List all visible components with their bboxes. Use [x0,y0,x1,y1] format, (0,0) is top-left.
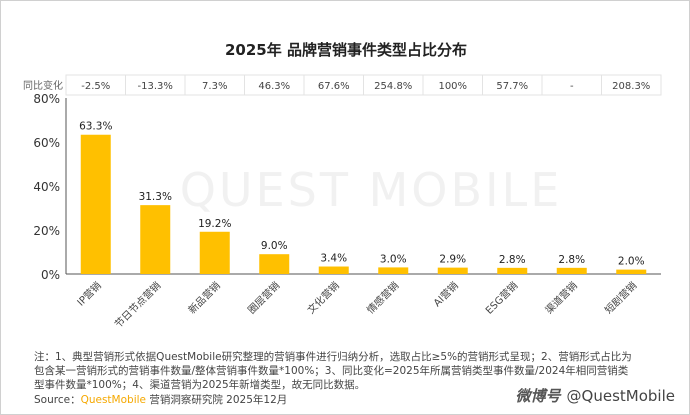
y-tick-label: 40% [33,180,60,194]
bar-chart: QUEST MOBILE 2025年 品牌营销事件类型占比分布 同比变化 -2.5… [23,41,662,331]
source-line: Source：QuestMobile 营销洞察研究院 2025年12月 [34,392,287,407]
data-label: 2.8% [499,254,526,266]
yoy-value: 208.3% [612,81,650,92]
source-prefix: Source： [34,394,81,406]
bar [318,266,349,274]
source-rest: 营销洞察研究院 2025年12月 [146,394,288,406]
bar [378,267,409,274]
yoy-value: 46.3% [258,81,290,92]
yoy-value: 57.7% [496,81,528,92]
yoy-value: 7.3% [202,81,227,92]
x-tick-label: 短剧营销 [602,279,639,316]
bar [616,269,647,274]
bar [80,134,111,274]
weibo-handle: @QuestMobile [566,387,675,405]
data-label: 9.0% [261,240,288,252]
footnote: 注：1、典型营销形式依据QuestMobile研究整理的营销事件进行归纳分析，选… [34,351,632,391]
bar [199,231,230,274]
data-label: 3.4% [320,253,347,265]
yoy-value: -13.3% [138,81,173,92]
x-tick-label: 圈层营销 [245,279,282,316]
data-label: 31.3% [139,191,172,203]
y-tick-label: 0% [41,268,60,282]
data-label: 2.8% [558,254,585,266]
chart-title: 2025年 品牌营销事件类型占比分布 [225,41,467,59]
x-tick-label: ESG营销 [483,279,521,317]
yoy-value: 254.8% [374,81,412,92]
y-tick-label: 20% [33,224,60,238]
data-label: 2.9% [439,254,466,266]
data-label: 3.0% [380,253,407,265]
x-tick-label: 节日节点营销 [112,279,164,331]
yoy-value: - [570,81,574,92]
data-label: 63.3% [79,121,112,133]
weibo-watermark: 微博号 @QuestMobile [516,385,675,406]
bar [556,267,587,274]
bar [497,267,528,274]
x-tick-label: 渠道营销 [542,279,579,316]
yoy-row: 同比变化 -2.5% -13.3% 7.3% 46.3% 67.6% 254.8% 100% 5… [23,74,662,96]
x-tick-label: AI营销 [431,279,461,309]
yoy-label: 同比变化 [23,79,63,92]
data-label: 2.0% [618,256,645,268]
bars: 63.3% IP营销 31.3% 节日节点营销 19.2% 新品营销 9.0% 圈层营销 3.4… [74,121,647,331]
bar [140,205,171,274]
bar [259,254,290,274]
x-tick-label: 情感营销 [364,279,401,316]
weibo-logo: 微博号 [515,387,561,405]
y-tick-label: 80% [33,92,60,106]
yoy-value: 67.6% [318,81,350,92]
y-tick-label: 60% [33,136,60,150]
bar [437,267,468,274]
source-brand: QuestMobile [80,394,146,406]
watermark: QUEST MOBILE [180,163,563,217]
yoy-value: 100% [438,81,467,92]
data-label: 19.2% [198,218,231,230]
x-tick-label: 新品营销 [185,279,222,316]
yoy-value: -2.5% [81,81,110,92]
x-tick-label: IP营销 [74,279,104,309]
x-tick-label: 文化营销 [304,279,341,316]
